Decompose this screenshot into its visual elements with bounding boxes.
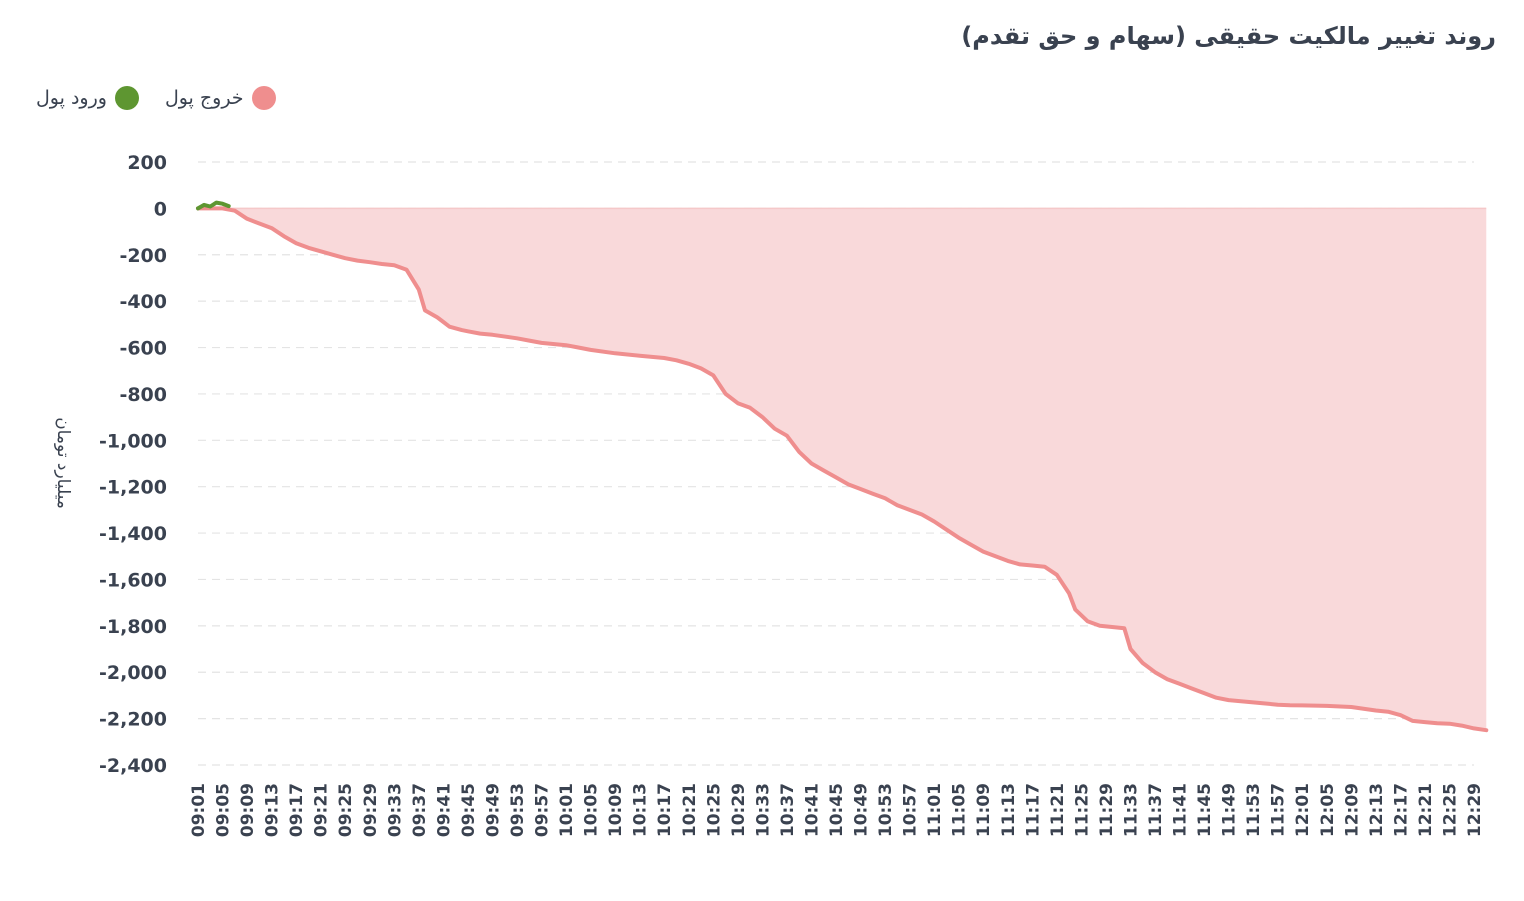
y-tick-label-7: -1,200	[99, 477, 167, 499]
x-axis-ticks: 09:01 09:05 09:09 09:13 09:17 09:21 09:25 09:29…	[189, 783, 1485, 837]
x-tick-label-42: 11:49	[1220, 783, 1240, 837]
legend-dot-outflow	[251, 86, 276, 110]
x-tick-label-46: 12:05	[1318, 783, 1338, 837]
x-tick-label-38: 11:33	[1121, 783, 1141, 837]
x-tick-label-29: 10:57	[901, 783, 921, 837]
x-tick-label-0: 09:01	[189, 783, 209, 837]
x-tick-label-8: 09:33	[385, 783, 405, 837]
x-tick-label-19: 10:17	[655, 783, 675, 837]
x-tick-label-32: 11:09	[974, 783, 994, 837]
y-tick-label-13: -2,400	[99, 755, 167, 777]
x-tick-label-21: 10:25	[704, 783, 724, 837]
x-tick-label-3: 09:13	[263, 783, 283, 837]
y-tick-label-11: -2,000	[99, 662, 167, 684]
series-areas	[198, 207, 1487, 731]
x-tick-label-31: 11:05	[950, 783, 970, 837]
x-tick-label-6: 09:25	[336, 783, 356, 837]
x-tick-label-47: 12:09	[1342, 783, 1362, 837]
x-tick-label-50: 12:21	[1416, 783, 1436, 837]
legend-item-outflow[interactable]: خروج پول	[165, 86, 276, 110]
x-tick-label-36: 11:25	[1072, 783, 1092, 837]
x-tick-label-34: 11:17	[1023, 783, 1043, 837]
legend-dot-inflow	[114, 86, 139, 110]
area-outflow	[198, 208, 1487, 731]
legend: ورود پول خروج پول	[36, 86, 276, 110]
y-tick-label-10: -1,800	[99, 616, 167, 638]
x-tick-label-5: 09:21	[312, 783, 332, 837]
y-tick-label-0: 200	[127, 152, 167, 174]
x-tick-label-1: 09:05	[214, 783, 234, 837]
x-tick-label-35: 11:21	[1048, 783, 1068, 837]
y-tick-label-8: -1,400	[99, 523, 167, 545]
y-tick-label-6: -1,000	[99, 430, 167, 452]
x-tick-label-41: 11:45	[1195, 783, 1215, 837]
y-axis-label: میلیارد تومان	[53, 417, 73, 509]
x-tick-label-9: 09:37	[410, 783, 430, 837]
x-tick-label-2: 09:09	[238, 783, 258, 837]
y-tick-label-4: -600	[119, 338, 167, 360]
x-tick-label-30: 11:01	[925, 783, 945, 837]
x-tick-label-39: 11:37	[1146, 783, 1166, 837]
x-tick-label-20: 10:21	[680, 783, 700, 837]
chart-title: روند تغییر مالکیت حقیقی (سهام و حق تقدم)	[961, 22, 1496, 50]
x-tick-label-26: 10:45	[827, 783, 847, 837]
x-tick-label-18: 10:13	[631, 783, 651, 837]
x-tick-label-28: 10:53	[876, 783, 896, 837]
x-tick-label-24: 10:37	[778, 783, 798, 837]
x-tick-label-7: 09:29	[361, 783, 381, 837]
y-tick-label-9: -1,600	[99, 569, 167, 591]
y-axis-ticks: 200 0 -200 -400 -600 -800 -1,000 -1,200 -1,400 -1…	[99, 152, 167, 777]
y-tick-label-5: -800	[119, 384, 167, 406]
legend-label-outflow: خروج پول	[164, 87, 244, 109]
x-tick-label-27: 10:49	[852, 783, 872, 837]
y-tick-label-1: 0	[154, 198, 167, 220]
y-tick-label-2: -200	[119, 245, 167, 267]
x-tick-label-45: 12:01	[1293, 783, 1313, 837]
x-tick-label-49: 12:17	[1391, 783, 1411, 837]
y-tick-label-12: -2,200	[99, 709, 167, 731]
x-tick-label-52: 12:29	[1465, 783, 1485, 837]
x-tick-label-17: 10:09	[606, 783, 626, 837]
x-tick-label-14: 09:57	[533, 783, 553, 837]
x-tick-label-44: 11:57	[1269, 783, 1289, 837]
x-tick-label-13: 09:53	[508, 783, 528, 837]
line-outflow	[196, 206, 1489, 733]
x-tick-label-22: 10:29	[729, 783, 749, 837]
legend-item-inflow[interactable]: ورود پول	[36, 86, 139, 110]
legend-label-inflow: ورود پول	[36, 87, 107, 109]
x-tick-label-40: 11:41	[1171, 783, 1191, 837]
x-tick-label-43: 11:53	[1244, 783, 1264, 837]
x-tick-label-23: 10:33	[753, 783, 773, 837]
x-tick-label-12: 09:49	[483, 783, 503, 837]
x-tick-label-16: 10:05	[582, 783, 602, 837]
series-lines	[196, 200, 1489, 733]
x-tick-label-15: 10:01	[557, 783, 577, 837]
x-tick-label-33: 11:13	[999, 783, 1019, 837]
x-tick-label-10: 09:41	[434, 783, 454, 837]
x-tick-label-4: 09:17	[287, 783, 307, 837]
y-tick-label-3: -400	[119, 291, 167, 313]
x-tick-label-51: 12:25	[1440, 783, 1460, 837]
line-inflow	[196, 200, 231, 211]
x-tick-label-25: 10:41	[802, 783, 822, 837]
x-tick-label-37: 11:29	[1097, 783, 1117, 837]
x-tick-label-11: 09:45	[459, 783, 479, 837]
x-tick-label-48: 12:13	[1367, 783, 1387, 837]
